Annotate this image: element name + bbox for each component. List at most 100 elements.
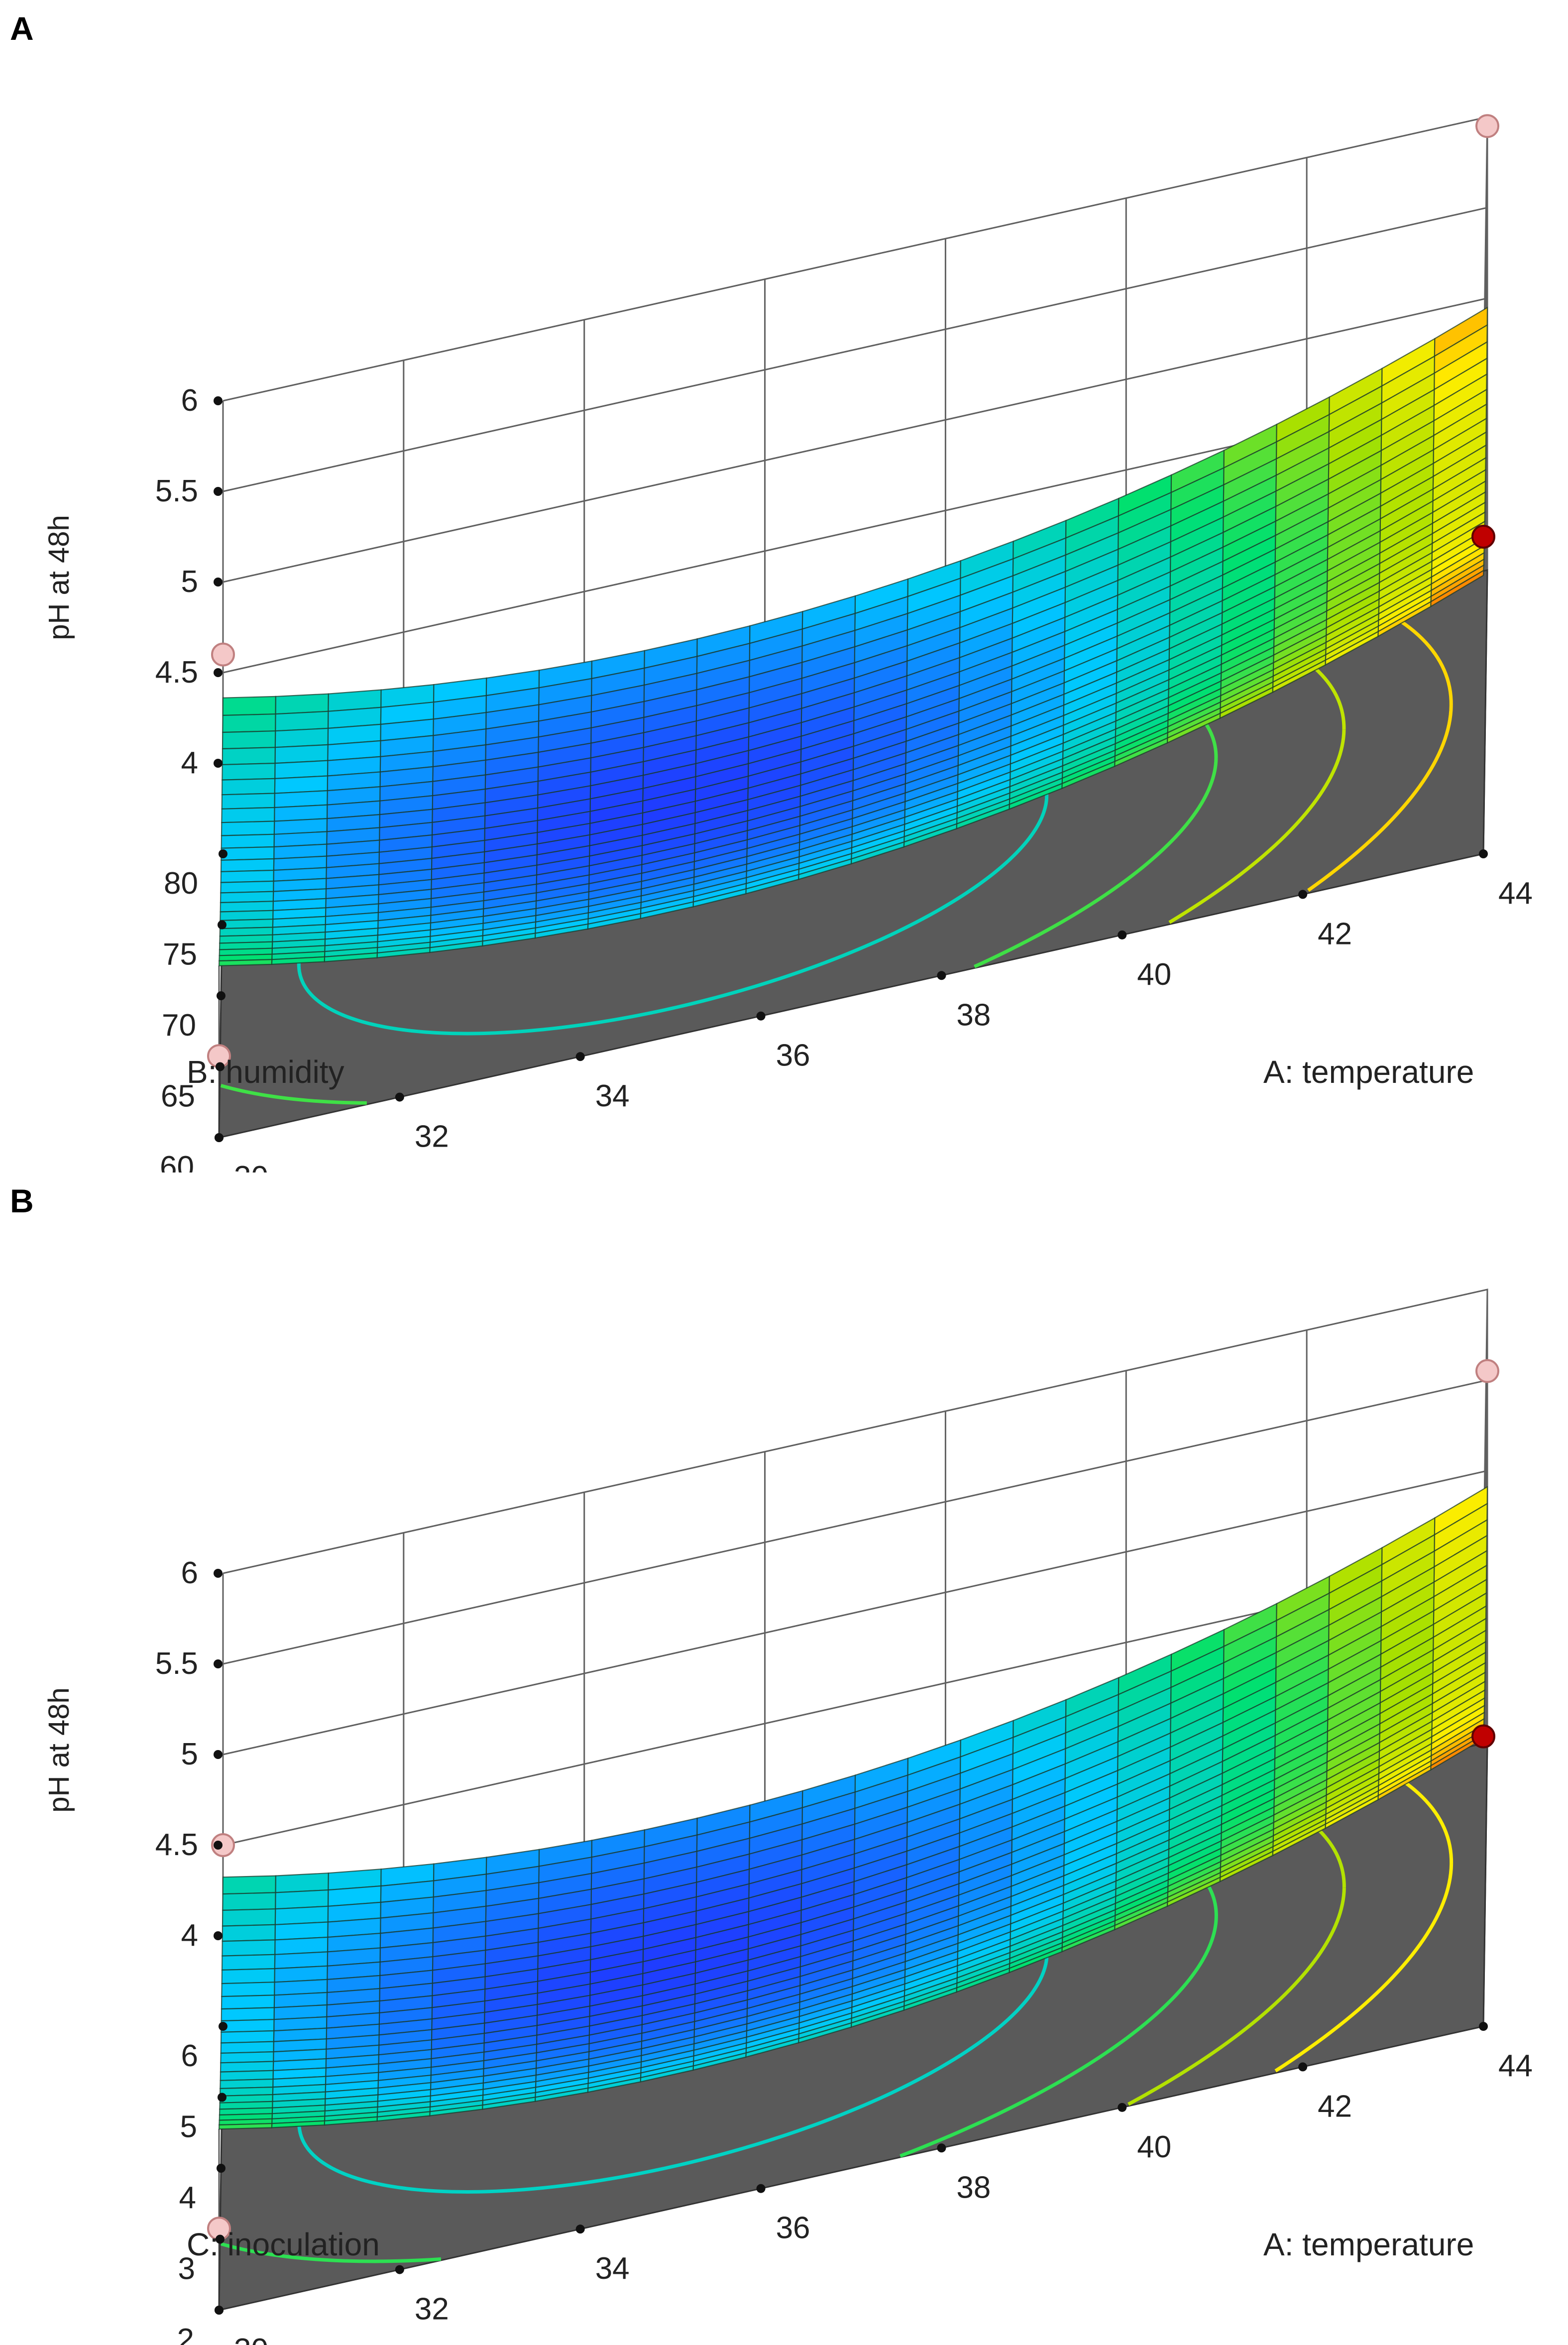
contour-line bbox=[1168, 729, 1346, 924]
surface-patch bbox=[220, 869, 274, 883]
z-axis-label: pH at 48h bbox=[43, 515, 75, 640]
design-point bbox=[1471, 1724, 1495, 1749]
y-tick-label: 70 bbox=[162, 1008, 196, 1043]
x-tick-mark bbox=[395, 1092, 404, 1102]
surface-patch bbox=[221, 1968, 275, 1985]
y-tick-mark bbox=[219, 2022, 227, 2031]
x-tick-label: 44 bbox=[1498, 876, 1533, 911]
y-tick-label: 3 bbox=[178, 2252, 195, 2286]
surface-patch bbox=[221, 846, 275, 861]
contour-line bbox=[974, 758, 1218, 968]
z-tick-label: 4 bbox=[181, 746, 198, 780]
surface-patch bbox=[221, 2007, 275, 2022]
y-tick-mark bbox=[217, 991, 225, 1000]
surface-patch bbox=[222, 1924, 276, 1942]
z-tick-label: 4 bbox=[181, 1918, 198, 1953]
x-tick-label: 40 bbox=[1137, 2130, 1171, 2164]
surface-patch bbox=[218, 959, 273, 966]
surface-patch bbox=[221, 807, 275, 823]
surface-patch bbox=[274, 727, 329, 748]
x-tick-label: 42 bbox=[1318, 2089, 1352, 2123]
y-tick-mark bbox=[219, 849, 227, 858]
surface-plot-a: A 4 4.5 5 5.5 6 pH at 48h 30 32 34 36 38 40 42 44 A: te… bbox=[10, 10, 1533, 1172]
x-tick-label: 32 bbox=[415, 2292, 449, 2327]
y-tick-mark bbox=[216, 1062, 224, 1071]
x-axis-label: A: temperature bbox=[1263, 2227, 1474, 2262]
y-axis: 60 65 70 75 80 B: humidity bbox=[160, 849, 344, 1172]
z-tick-mark bbox=[214, 1659, 223, 1668]
y-tick-mark bbox=[217, 2164, 225, 2173]
x-tick-mark bbox=[395, 2265, 404, 2274]
x-tick-mark bbox=[1118, 2103, 1127, 2112]
panel-label: B bbox=[10, 1182, 34, 1219]
z-tick-label: 6 bbox=[181, 383, 198, 418]
surface-patch bbox=[222, 762, 276, 781]
x-tick-label: 34 bbox=[595, 1079, 630, 1113]
y-tick-mark bbox=[218, 2093, 226, 2102]
back-wall-left bbox=[223, 117, 1487, 854]
surface-patch bbox=[222, 1892, 276, 1911]
x-tick-mark bbox=[575, 2225, 585, 2234]
surface-patch bbox=[221, 1982, 275, 1997]
x-tick-mark bbox=[575, 1052, 585, 1061]
surface-patch bbox=[221, 821, 275, 836]
x-tick-mark bbox=[1479, 849, 1488, 858]
x-tick-mark bbox=[1298, 890, 1308, 899]
y-tick-label: 65 bbox=[161, 1079, 195, 1114]
z-tick-mark bbox=[214, 1931, 223, 1940]
y-axis-label: C: inoculation bbox=[187, 2227, 380, 2262]
surface-patch bbox=[275, 1873, 329, 1893]
x-tick-label: 30 bbox=[234, 1160, 268, 1172]
surface-patch bbox=[222, 730, 276, 750]
design-point bbox=[211, 1833, 235, 1857]
y-tick-label: 75 bbox=[163, 938, 197, 972]
contour-line bbox=[1127, 1887, 1346, 2106]
surface-patch bbox=[222, 1908, 276, 1927]
panel-a: A 4 4.5 5 5.5 6 pH at 48h 30 32 34 36 38 40 42 44 A: te… bbox=[0, 0, 1568, 1172]
z-tick-label: 5 bbox=[181, 1737, 198, 1771]
z-tick-mark bbox=[214, 1569, 223, 1578]
z-tick-mark bbox=[214, 759, 223, 768]
y-tick-label: 5 bbox=[180, 2110, 197, 2144]
z-axis-label: pH at 48h bbox=[43, 1687, 75, 1813]
y-tick-mark bbox=[216, 2234, 224, 2244]
x-tick-label: 38 bbox=[956, 2170, 991, 2205]
panel-label: A bbox=[10, 10, 34, 47]
surface-patch bbox=[275, 693, 329, 715]
y-tick-label: 6 bbox=[181, 2039, 198, 2073]
z-tick-mark bbox=[214, 1841, 223, 1850]
surface-patch bbox=[275, 710, 329, 732]
x-tick-mark bbox=[1118, 930, 1127, 939]
z-tick-mark bbox=[214, 668, 223, 677]
y-tick-mark bbox=[218, 920, 226, 930]
surface-patch bbox=[221, 778, 276, 796]
x-tick-mark bbox=[1479, 2022, 1488, 2031]
contour-line bbox=[899, 1916, 1218, 2158]
design-point bbox=[1475, 1359, 1499, 1383]
contour-line bbox=[1307, 705, 1453, 892]
x-axis-label: A: temperature bbox=[1263, 1054, 1474, 1090]
z-tick-label: 4.5 bbox=[155, 1828, 198, 1862]
contour-line bbox=[220, 1084, 367, 1105]
z-axis: 4 4.5 5 5.5 6 pH at 48h bbox=[43, 383, 223, 780]
surface-patch bbox=[221, 2019, 275, 2033]
y-tick-mark bbox=[215, 1133, 224, 1142]
design-point bbox=[211, 642, 235, 667]
x-tick-mark bbox=[756, 1011, 766, 1021]
x-tick-mark bbox=[1298, 2062, 1308, 2072]
z-tick-label: 5 bbox=[181, 565, 198, 599]
surface-patch bbox=[218, 2123, 273, 2130]
x-tick-label: 40 bbox=[1137, 957, 1171, 992]
y-tick-mark bbox=[215, 2306, 224, 2315]
x-tick-mark bbox=[937, 971, 946, 980]
surface-patch bbox=[220, 2030, 275, 2044]
surface-patch bbox=[220, 858, 275, 872]
z-tick-mark bbox=[214, 396, 223, 405]
surface-patch bbox=[275, 1889, 329, 1910]
x-tick-label: 34 bbox=[595, 2251, 630, 2286]
surface-patch bbox=[222, 1875, 276, 1895]
x-tick-label: 32 bbox=[415, 1120, 449, 1154]
y-axis-label: B: humidity bbox=[187, 1054, 344, 1090]
